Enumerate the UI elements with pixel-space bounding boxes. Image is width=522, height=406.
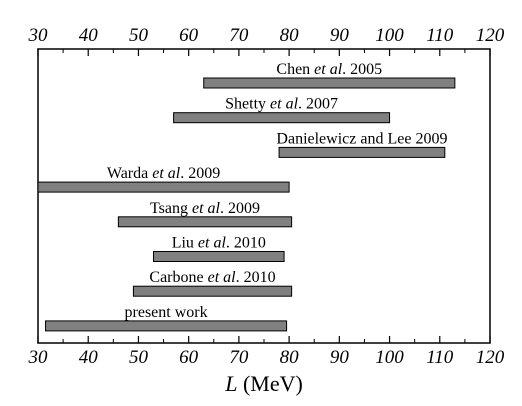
x-tick-label-top: 100: [375, 25, 404, 46]
x-tick-label-bottom: 100: [375, 347, 404, 368]
range-bar: [132, 285, 293, 297]
x-tick-label-top: 90: [330, 25, 350, 46]
bar-label: present work: [125, 304, 208, 321]
x-axis-title: L (MeV): [224, 371, 303, 396]
x-tick-label-top: 60: [179, 25, 199, 46]
x-tick-label-top: 120: [476, 25, 505, 46]
x-tick-label-top: 50: [129, 25, 149, 46]
bar-label: Liu et al. 2010: [172, 235, 266, 252]
x-tick-label-bottom: 30: [28, 347, 49, 368]
bar-label: Chen et al. 2005: [276, 61, 382, 78]
bars: Chen et al. 2005 Shetty et al. 2007 Daniel…: [37, 61, 456, 332]
x-tick-label-bottom: 70: [229, 347, 249, 368]
bar-label: Shetty et al. 2007: [225, 96, 338, 113]
x-tick-label-top: 110: [426, 25, 454, 46]
range-bar: [278, 146, 446, 158]
x-tick-label-bottom: 50: [129, 347, 149, 368]
plot-frame: [37, 48, 491, 344]
x-tick-label-bottom: 60: [179, 347, 199, 368]
x-tick-label-top: 30: [28, 25, 49, 46]
bar-label: Warda et al. 2009: [107, 165, 220, 182]
x-tick-label-bottom: 90: [330, 347, 350, 368]
x-tick-label-bottom: 110: [426, 347, 454, 368]
ticks: 30 30 40 40 50 50 60 60 70 70 80 80 90 90 100 100 110 110…: [28, 25, 505, 368]
x-tick-label-top: 80: [280, 25, 300, 46]
x-tick-label-top: 40: [79, 25, 99, 46]
range-bar: [173, 112, 391, 124]
bar-label: Carbone et al. 2010: [149, 269, 275, 286]
x-tick-label-bottom: 120: [476, 347, 505, 368]
range-bar: [37, 181, 290, 193]
range-bar: [45, 320, 288, 332]
bar-label: Danielewicz and Lee 2009: [276, 130, 447, 147]
range-bar: [153, 251, 285, 262]
range-bar: [117, 216, 293, 228]
x-tick-label-bottom: 80: [280, 347, 300, 368]
x-tick-label-top: 70: [229, 25, 249, 46]
x-tick-label-bottom: 40: [79, 347, 99, 368]
bar-label: Tsang et al. 2009: [150, 200, 260, 217]
range-bar: [203, 77, 456, 89]
